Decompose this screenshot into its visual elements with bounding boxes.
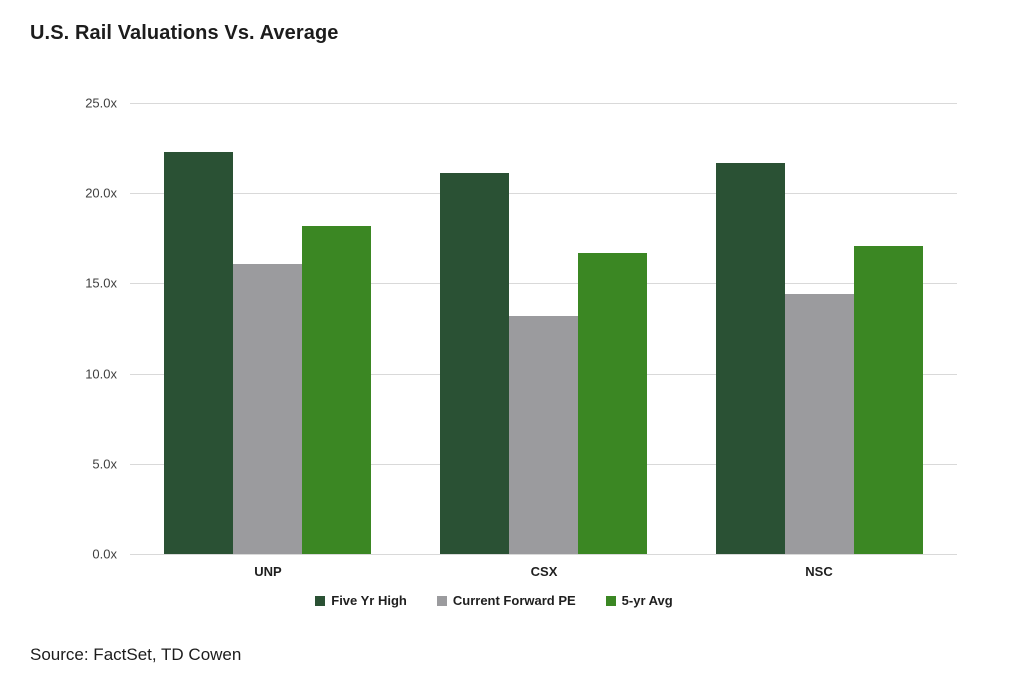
- y-axis-tick-label: 10.0x: [85, 366, 117, 382]
- bar-five-yr-high-nsc: [716, 163, 785, 554]
- legend-color-swatch-icon: [436, 595, 447, 606]
- legend-label: 5-yr Avg: [621, 593, 673, 608]
- legend-color-swatch-icon: [315, 595, 326, 606]
- y-axis-tick-label: 0.0x: [92, 546, 117, 562]
- bar-5-yr-avg-unp: [302, 226, 371, 554]
- y-axis-tick-label: 15.0x: [85, 275, 117, 291]
- bar-current-forward-pe-unp: [233, 264, 302, 554]
- bar-five-yr-high-unp: [164, 152, 233, 554]
- gridline: [130, 554, 957, 555]
- legend: Five Yr High Current Forward PE 5-yr Avg: [130, 593, 858, 608]
- legend-color-swatch-icon: [605, 595, 616, 606]
- y-axis-tick-label: 25.0x: [85, 95, 117, 111]
- bar-current-forward-pe-csx: [509, 316, 578, 554]
- gridline: [130, 193, 957, 194]
- bar-five-yr-high-csx: [440, 173, 509, 554]
- y-axis-tick-label: 20.0x: [85, 185, 117, 201]
- legend-label: Five Yr High: [331, 593, 407, 608]
- bar-5-yr-avg-csx: [578, 253, 647, 554]
- legend-item-five-yr-high: Five Yr High: [315, 593, 407, 608]
- bar-5-yr-avg-nsc: [854, 246, 923, 554]
- bar-current-forward-pe-nsc: [785, 294, 854, 554]
- gridline: [130, 103, 957, 104]
- gridline: [130, 283, 957, 284]
- x-axis-category-label: CSX: [530, 564, 558, 579]
- chart-title: U.S. Rail Valuations Vs. Average: [30, 22, 339, 44]
- legend-label: Current Forward PE: [452, 593, 576, 608]
- y-axis-tick-label: 5.0x: [92, 456, 117, 472]
- legend-item-5-yr-avg: 5-yr Avg: [605, 593, 673, 608]
- source-note: Source: FactSet, TD Cowen: [30, 645, 242, 664]
- x-axis-category-label: NSC: [805, 564, 833, 579]
- legend-item-current-forward-pe: Current Forward PE: [436, 593, 576, 608]
- x-axis-category-label: UNP: [254, 564, 282, 579]
